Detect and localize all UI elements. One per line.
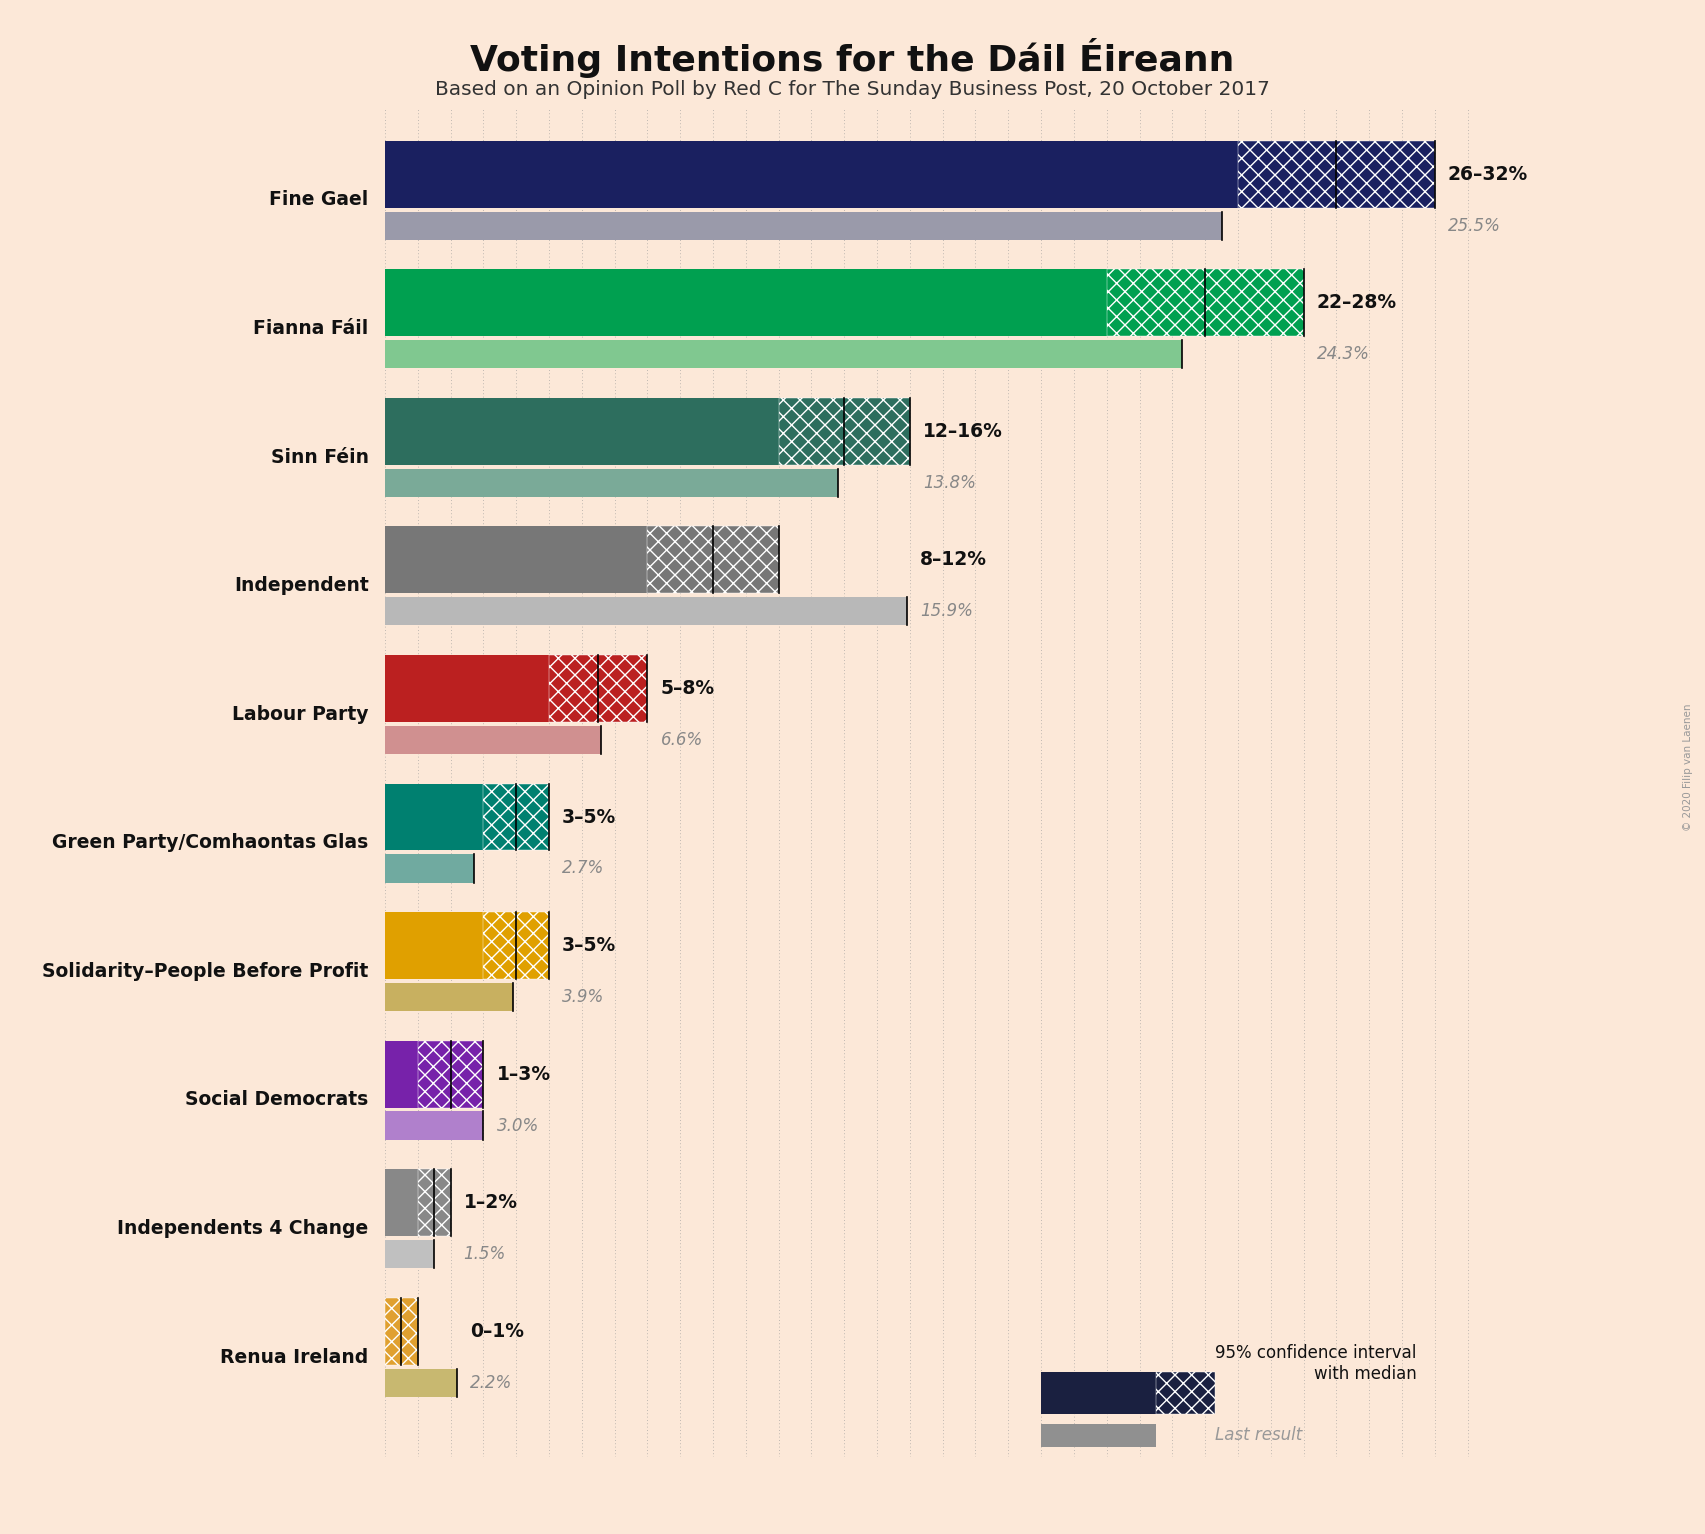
- Text: Last result: Last result: [1216, 1427, 1303, 1445]
- Text: Labour Party: Labour Party: [232, 704, 368, 724]
- Text: 95% confidence interval
with median: 95% confidence interval with median: [1216, 1344, 1417, 1382]
- Text: 26–32%: 26–32%: [1448, 164, 1528, 184]
- Bar: [385, 983, 513, 1011]
- Text: 15.9%: 15.9%: [919, 603, 972, 620]
- Text: 13.8%: 13.8%: [922, 474, 975, 492]
- Text: Fianna Fáil: Fianna Fáil: [254, 319, 368, 337]
- Bar: [385, 597, 907, 626]
- Text: Based on an Opinion Poll by Red C for The Sunday Business Post, 20 October 2017: Based on an Opinion Poll by Red C for Th…: [435, 80, 1270, 98]
- Text: 1.5%: 1.5%: [464, 1246, 506, 1262]
- Text: 12–16%: 12–16%: [922, 422, 1003, 440]
- Text: 3.0%: 3.0%: [496, 1117, 539, 1135]
- Text: © 2020 Filip van Laenen: © 2020 Filip van Laenen: [1683, 703, 1693, 831]
- Text: Fine Gael: Fine Gael: [269, 190, 368, 210]
- Text: 2.2%: 2.2%: [471, 1374, 513, 1391]
- Bar: [385, 854, 474, 882]
- Bar: [385, 1040, 418, 1108]
- Bar: [385, 212, 1221, 239]
- Bar: [418, 1040, 483, 1108]
- Text: Green Party/Comhaontas Glas: Green Party/Comhaontas Glas: [53, 833, 368, 853]
- Bar: [385, 726, 602, 755]
- Text: 1–3%: 1–3%: [496, 1065, 551, 1083]
- Text: 25.5%: 25.5%: [1448, 216, 1500, 235]
- Text: 3–5%: 3–5%: [563, 807, 616, 827]
- Text: Voting Intentions for the Dáil Éireann: Voting Intentions for the Dáil Éireann: [471, 38, 1234, 78]
- Text: Independents 4 Change: Independents 4 Change: [118, 1220, 368, 1238]
- Text: 6.6%: 6.6%: [660, 730, 702, 749]
- Bar: [1156, 1373, 1216, 1414]
- Text: 3–5%: 3–5%: [563, 936, 616, 956]
- Bar: [549, 655, 648, 723]
- Bar: [385, 1169, 418, 1236]
- Bar: [385, 1239, 435, 1269]
- Text: Sinn Féin: Sinn Féin: [271, 448, 368, 466]
- Text: Renua Ireland: Renua Ireland: [220, 1347, 368, 1367]
- Bar: [385, 270, 1107, 336]
- Bar: [385, 1298, 418, 1365]
- Bar: [385, 141, 1238, 207]
- Bar: [385, 784, 483, 850]
- Bar: [385, 526, 648, 594]
- Bar: [483, 913, 549, 979]
- Bar: [385, 1368, 457, 1397]
- Bar: [779, 397, 910, 465]
- Bar: [385, 341, 1182, 368]
- Text: Solidarity–People Before Profit: Solidarity–People Before Profit: [43, 962, 368, 980]
- Text: 24.3%: 24.3%: [1316, 345, 1369, 364]
- Bar: [1107, 270, 1304, 336]
- Text: Independent: Independent: [234, 577, 368, 595]
- Bar: [418, 1169, 450, 1236]
- Bar: [385, 655, 549, 723]
- Bar: [483, 784, 549, 850]
- Text: 8–12%: 8–12%: [919, 551, 987, 569]
- Bar: [385, 1112, 483, 1140]
- Text: 2.7%: 2.7%: [563, 859, 604, 877]
- Text: 5–8%: 5–8%: [660, 680, 714, 698]
- Bar: [385, 397, 779, 465]
- Bar: [1238, 141, 1436, 207]
- Bar: [385, 469, 837, 497]
- Bar: [385, 913, 483, 979]
- Bar: [648, 526, 779, 594]
- Text: Social Democrats: Social Democrats: [186, 1091, 368, 1109]
- Text: 22–28%: 22–28%: [1316, 293, 1396, 313]
- Bar: [1042, 1373, 1156, 1414]
- Bar: [1042, 1424, 1156, 1447]
- Text: 1–2%: 1–2%: [464, 1193, 518, 1212]
- Text: 0–1%: 0–1%: [471, 1322, 523, 1341]
- Text: 3.9%: 3.9%: [563, 988, 604, 1006]
